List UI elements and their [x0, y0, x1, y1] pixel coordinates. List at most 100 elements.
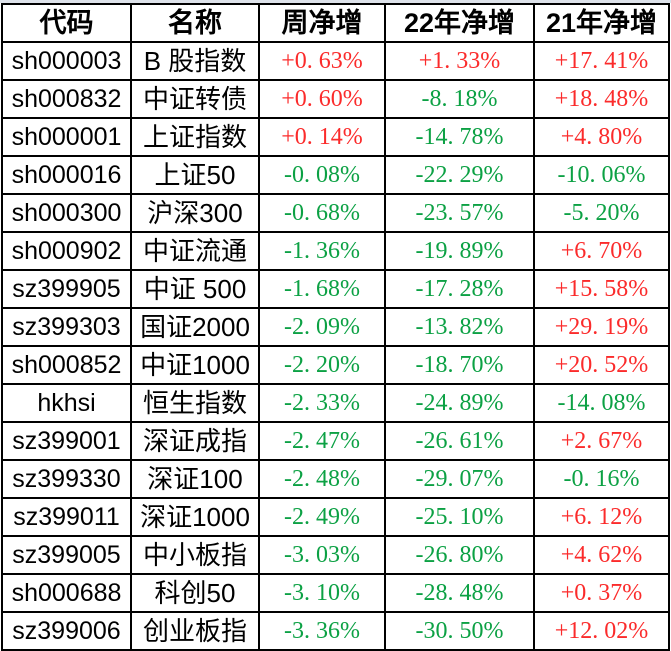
cell-2022-change: -28. 48%	[384, 573, 535, 613]
cell-name: 上证50	[130, 155, 260, 195]
table-row: sh000003 B 股指数 +0. 63% +1. 33% +17. 41%	[1, 41, 670, 81]
cell-2021-change: +4. 80%	[533, 117, 670, 157]
cell-week-change: -0. 08%	[258, 155, 386, 195]
cell-2021-change: +29. 19%	[533, 307, 670, 347]
cell-code: sz399303	[1, 307, 132, 347]
cell-2021-change: -10. 06%	[533, 155, 670, 195]
cell-code: sz399001	[1, 421, 132, 461]
cell-code: sz399330	[1, 459, 132, 499]
cell-week-change: +0. 14%	[258, 117, 386, 157]
table-body: sh000003 B 股指数 +0. 63% +1. 33% +17. 41% sh000…	[1, 41, 670, 651]
col-header-2021-change: 21年净增	[533, 3, 670, 43]
cell-2021-change: +20. 52%	[533, 345, 670, 385]
cell-name: 上证指数	[130, 117, 260, 157]
cell-name: 中证 500	[130, 269, 260, 309]
cell-name: 中证1000	[130, 345, 260, 385]
cell-code: sh000003	[1, 41, 132, 81]
cell-code: sh000016	[1, 155, 132, 195]
cell-2022-change: -25. 10%	[384, 497, 535, 537]
cell-week-change: +0. 63%	[258, 41, 386, 81]
table-row: sh000688 科创50 -3. 10% -28. 48% +0. 37%	[1, 573, 670, 613]
cell-2021-change: +18. 48%	[533, 79, 670, 119]
cell-2022-change: -17. 28%	[384, 269, 535, 309]
cell-name: 国证2000	[130, 307, 260, 347]
col-header-week-change: 周净增	[258, 3, 386, 43]
table-row: sz399011 深证1000 -2. 49% -25. 10% +6. 12%	[1, 497, 670, 537]
cell-2021-change: +4. 62%	[533, 535, 670, 575]
cell-name: 创业板指	[130, 611, 260, 651]
table-row: sz399001 深证成指 -2. 47% -26. 61% +2. 67%	[1, 421, 670, 461]
cell-2021-change: +17. 41%	[533, 41, 670, 81]
cell-2022-change: -22. 29%	[384, 155, 535, 195]
col-header-code: 代码	[1, 3, 132, 43]
cell-week-change: -2. 20%	[258, 345, 386, 385]
cell-2022-change: -26. 80%	[384, 535, 535, 575]
cell-2022-change: -18. 70%	[384, 345, 535, 385]
table-row: sh000001 上证指数 +0. 14% -14. 78% +4. 80%	[1, 117, 670, 157]
cell-2021-change: +2. 67%	[533, 421, 670, 461]
cell-2022-change: -26. 61%	[384, 421, 535, 461]
cell-2022-change: -13. 82%	[384, 307, 535, 347]
cell-week-change: +0. 60%	[258, 79, 386, 119]
cell-week-change: -3. 03%	[258, 535, 386, 575]
cell-2021-change: -0. 16%	[533, 459, 670, 499]
cell-name: 深证1000	[130, 497, 260, 537]
table-row: sh000852 中证1000 -2. 20% -18. 70% +20. 52%	[1, 345, 670, 385]
cell-code: sz399011	[1, 497, 132, 537]
cell-code: sh000902	[1, 231, 132, 271]
cell-name: B 股指数	[130, 41, 260, 81]
table-row: sh000300 沪深300 -0. 68% -23. 57% -5. 20%	[1, 193, 670, 233]
cell-name: 科创50	[130, 573, 260, 613]
cell-week-change: -2. 47%	[258, 421, 386, 461]
screenshot-edge-artifact	[0, 0, 671, 3]
index-performance-table: 代码 名称 周净增 22年净增 21年净增 sh000003 B 股指数 +0. 6…	[1, 3, 670, 651]
cell-code: sh000300	[1, 193, 132, 233]
cell-week-change: -0. 68%	[258, 193, 386, 233]
cell-name: 深证100	[130, 459, 260, 499]
table-row: sz399330 深证100 -2. 48% -29. 07% -0. 16%	[1, 459, 670, 499]
header-row: 代码 名称 周净增 22年净增 21年净增	[1, 3, 670, 43]
cell-code: sz399006	[1, 611, 132, 651]
cell-2022-change: -30. 50%	[384, 611, 535, 651]
cell-2021-change: -5. 20%	[533, 193, 670, 233]
cell-week-change: -2. 33%	[258, 383, 386, 423]
cell-week-change: -3. 36%	[258, 611, 386, 651]
cell-week-change: -2. 48%	[258, 459, 386, 499]
cell-2022-change: +1. 33%	[384, 41, 535, 81]
cell-2021-change: +12. 02%	[533, 611, 670, 651]
cell-week-change: -2. 09%	[258, 307, 386, 347]
table-row: hkhsi 恒生指数 -2. 33% -24. 89% -14. 08%	[1, 383, 670, 423]
cell-name: 中小板指	[130, 535, 260, 575]
cell-week-change: -1. 68%	[258, 269, 386, 309]
table-row: sz399006 创业板指 -3. 36% -30. 50% +12. 02%	[1, 611, 670, 651]
cell-2022-change: -29. 07%	[384, 459, 535, 499]
cell-code: sh000832	[1, 79, 132, 119]
cell-week-change: -2. 49%	[258, 497, 386, 537]
cell-2022-change: -14. 78%	[384, 117, 535, 157]
table-row: sh000832 中证转债 +0. 60% -8. 18% +18. 48%	[1, 79, 670, 119]
cell-code: sz399905	[1, 269, 132, 309]
cell-code: sh000688	[1, 573, 132, 613]
cell-name: 深证成指	[130, 421, 260, 461]
cell-code: hkhsi	[1, 383, 132, 423]
cell-name: 沪深300	[130, 193, 260, 233]
cell-2022-change: -8. 18%	[384, 79, 535, 119]
cell-2022-change: -19. 89%	[384, 231, 535, 271]
table-row: sh000902 中证流通 -1. 36% -19. 89% +6. 70%	[1, 231, 670, 271]
cell-2022-change: -23. 57%	[384, 193, 535, 233]
cell-2021-change: +0. 37%	[533, 573, 670, 613]
cell-2021-change: +15. 58%	[533, 269, 670, 309]
cell-name: 中证转债	[130, 79, 260, 119]
cell-code: sh000852	[1, 345, 132, 385]
cell-2021-change: +6. 70%	[533, 231, 670, 271]
cell-week-change: -1. 36%	[258, 231, 386, 271]
cell-2021-change: -14. 08%	[533, 383, 670, 423]
col-header-name: 名称	[130, 3, 260, 43]
cell-name: 恒生指数	[130, 383, 260, 423]
cell-name: 中证流通	[130, 231, 260, 271]
table-row: sz399005 中小板指 -3. 03% -26. 80% +4. 62%	[1, 535, 670, 575]
col-header-2022-change: 22年净增	[384, 3, 535, 43]
table-row: sz399303 国证2000 -2. 09% -13. 82% +29. 19%	[1, 307, 670, 347]
table-row: sz399905 中证 500 -1. 68% -17. 28% +15. 58%	[1, 269, 670, 309]
cell-week-change: -3. 10%	[258, 573, 386, 613]
